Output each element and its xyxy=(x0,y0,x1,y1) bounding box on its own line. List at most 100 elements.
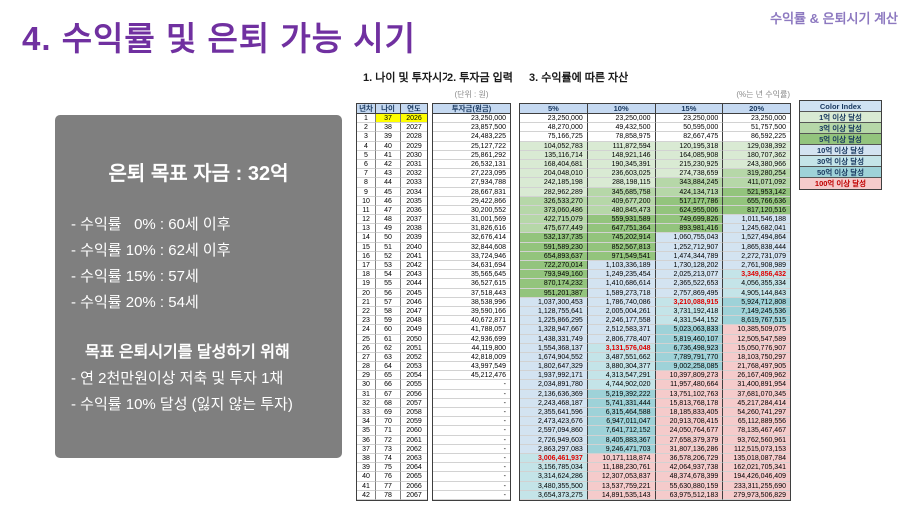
asset-cell: 8,405,883,367 xyxy=(587,435,656,445)
asset-cell: 1,252,712,907 xyxy=(655,242,724,252)
asset-cell: 51,757,500 xyxy=(723,123,790,133)
column-header: 연도 xyxy=(407,104,421,113)
year-cell: 2042 xyxy=(401,261,427,271)
asset-cell: 3,006,461,937 xyxy=(520,453,588,464)
year-cell: 2029 xyxy=(401,142,427,151)
asset-cell: 180,707,362 xyxy=(723,150,790,160)
asset-cell: 78,135,467,467 xyxy=(723,426,790,436)
table-row: 25 61 2050 xyxy=(357,334,427,344)
table-row: - xyxy=(433,491,510,500)
table-row: 3,314,624,286 12,307,053,837 48,374,678,39… xyxy=(520,472,790,482)
yearnum-cell: 19 xyxy=(357,279,376,289)
table-row: - xyxy=(433,454,510,464)
invest-cell: 43,997,549 xyxy=(433,362,510,372)
asset-cell: 5,023,063,833 xyxy=(655,325,724,335)
asset-cell: 1,060,755,043 xyxy=(655,233,724,243)
asset-cell: 12,307,053,837 xyxy=(587,472,656,482)
table-row: 23,857,500 xyxy=(433,123,510,133)
invest-cell: 26,532,131 xyxy=(433,160,510,170)
year-cell: 2059 xyxy=(401,417,427,427)
yearnum-cell: 24 xyxy=(357,325,376,335)
panel-goal-title: 목표 은퇴시기를 달성하기 위해 xyxy=(85,344,290,361)
asset-cell: 3,131,576,048 xyxy=(587,343,656,353)
asset-cell: 654,893,637 xyxy=(520,251,588,261)
year-cell: 2063 xyxy=(401,454,427,464)
table-row: 45,212,476 xyxy=(433,371,510,381)
asset-cell: 7,789,791,770 xyxy=(655,352,724,363)
table-row: 33,724,946 xyxy=(433,252,510,261)
age-cell: 59 xyxy=(376,316,401,326)
asset-cell: 10,171,118,874 xyxy=(587,453,656,464)
yearnum-cell: 22 xyxy=(357,306,376,317)
asset-cell: 411,071,092 xyxy=(723,178,790,188)
unit-note-yield: (%는 년 수익률) xyxy=(736,90,790,99)
table-row: 15 51 2040 xyxy=(357,242,427,252)
yearnum-cell: 40 xyxy=(357,472,376,482)
invest-cell: 39,590,166 xyxy=(433,307,510,317)
year-cell: 2036 xyxy=(401,206,427,216)
table-row: 36,527,615 xyxy=(433,279,510,289)
yearnum-cell: 39 xyxy=(357,463,376,473)
invest-cell: 25,861,292 xyxy=(433,151,510,160)
asset-cell: 1,730,128,202 xyxy=(655,261,724,271)
table-row: 2,355,641,596 6,315,464,588 18,185,833,405… xyxy=(520,408,790,418)
table-row: 42 78 2067 xyxy=(357,490,427,500)
table-row: 34,631,694 xyxy=(433,261,510,271)
asset-cell: 288,198,115 xyxy=(587,178,656,188)
asset-cell: 194,426,046,409 xyxy=(723,472,790,482)
age-cell: 57 xyxy=(376,297,401,307)
age-cell: 72 xyxy=(376,435,401,445)
table-row: 29,422,866 xyxy=(433,197,510,206)
asset-cell: 279,973,506,829 xyxy=(723,490,790,500)
asset-cell: 591,589,230 xyxy=(520,242,588,252)
year-cell: 2055 xyxy=(401,380,427,390)
table-row: 27,934,788 xyxy=(433,178,510,188)
age-year-table-header: 년차 나이 연도 xyxy=(357,104,427,114)
yearnum-cell: 31 xyxy=(357,389,376,399)
invest-cell: 23,857,500 xyxy=(433,123,510,133)
asset-cell: 422,715,079 xyxy=(520,215,588,225)
year-cell: 2064 xyxy=(401,463,427,473)
asset-cell: 1,802,647,329 xyxy=(520,362,588,372)
table-row: 75,166,725 78,858,975 82,667,475 86,592,225 xyxy=(520,132,790,142)
asset-cell: 274,738,659 xyxy=(655,169,724,179)
table-row: 38 74 2063 xyxy=(357,453,427,464)
yearnum-cell: 29 xyxy=(357,371,376,381)
table-row: 22 58 2047 xyxy=(357,306,427,317)
asset-cell: 5,219,392,222 xyxy=(587,389,656,399)
asset-cell: 78,858,975 xyxy=(587,132,656,142)
asset-cell: 15,050,776,907 xyxy=(723,343,790,353)
invest-cell: - xyxy=(433,472,510,482)
yearnum-cell: 9 xyxy=(357,187,376,197)
asset-cell: 23,250,000 xyxy=(655,114,724,124)
panel-line: - 수익률 0% : 60세 이후 xyxy=(71,216,231,233)
invest-cell: - xyxy=(433,426,510,436)
asset-cell: 111,872,594 xyxy=(587,141,656,151)
table-row: 591,589,230 852,567,813 1,252,712,907 1,865… xyxy=(520,242,790,252)
year-cell: 2054 xyxy=(401,371,427,381)
year-cell: 2035 xyxy=(401,197,427,206)
age-cell: 48 xyxy=(376,215,401,225)
age-cell: 62 xyxy=(376,343,401,353)
table-row: 793,949,160 1,249,235,454 2,025,213,077 3,3… xyxy=(520,270,790,280)
asset-cell: 1,438,331,749 xyxy=(520,334,588,344)
asset-cell: 1,410,686,614 xyxy=(587,279,656,289)
asset-cell: 2,597,094,860 xyxy=(520,426,588,436)
asset-cell: 4,331,544,152 xyxy=(655,316,724,326)
table-row: 2,726,949,603 8,405,883,367 27,658,379,379… xyxy=(520,435,790,445)
asset-cell: 1,037,300,453 xyxy=(520,297,588,307)
asset-cell: 65,112,889,556 xyxy=(723,417,790,427)
yearnum-cell: 11 xyxy=(357,205,376,216)
table-row: 1,225,866,295 2,246,177,558 4,331,544,152 8… xyxy=(520,316,790,326)
table-row: 31,826,616 xyxy=(433,224,510,234)
legend-item: 1억 이상 달성 xyxy=(800,112,881,123)
panel-title: 은퇴 목표 자금 : 32억 xyxy=(108,163,289,185)
invest-cell: 27,223,095 xyxy=(433,169,510,179)
yearnum-cell: 20 xyxy=(357,288,376,298)
asset-cell: 45,217,284,414 xyxy=(723,398,790,408)
age-cell: 43 xyxy=(376,169,401,179)
age-cell: 50 xyxy=(376,233,401,243)
table-row: 8 44 2033 xyxy=(357,178,427,188)
asset-cell: 120,195,318 xyxy=(655,141,724,151)
year-cell: 2034 xyxy=(401,188,427,197)
